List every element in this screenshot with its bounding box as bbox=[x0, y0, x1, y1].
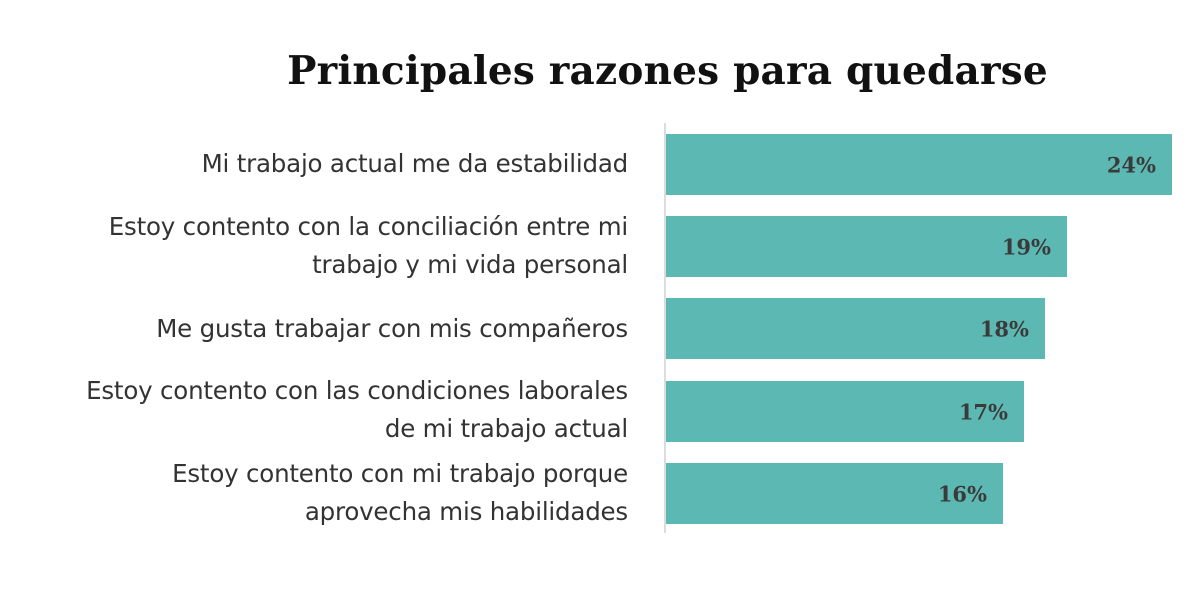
bar-label-1: Mi trabajo actual me da estabilidad bbox=[0, 145, 629, 183]
bar-3: 18% bbox=[666, 298, 1045, 359]
bar-value-label: 19% bbox=[1001, 234, 1051, 259]
bar-value-label: 24% bbox=[1106, 152, 1156, 177]
bar-label-line: trabajo y mi vida personal bbox=[312, 250, 628, 279]
chart-title: Principales razones para quedarse bbox=[287, 48, 1048, 94]
bar-label-line: Estoy contento con las condiciones labor… bbox=[86, 376, 628, 405]
bar-label-line: Mi trabajo actual me da estabilidad bbox=[201, 149, 629, 178]
bar-label-line: Estoy contento con la conciliación entre… bbox=[108, 212, 628, 241]
bar-label-3: Me gusta trabajar con mis compañeros bbox=[0, 310, 628, 348]
category-axis-line bbox=[664, 123, 666, 533]
bar-label-line: de mi trabajo actual bbox=[384, 414, 628, 443]
bar-4: 17% bbox=[666, 381, 1024, 442]
bar-value-label: 17% bbox=[958, 399, 1008, 424]
bar-value-label: 18% bbox=[979, 316, 1029, 341]
bar-label-line: Me gusta trabajar con mis compañeros bbox=[156, 314, 628, 343]
bar-5: 16% bbox=[666, 463, 1003, 524]
bar-1: 24% bbox=[666, 134, 1172, 195]
bar-label-5: Estoy contento con mi trabajo porque apr… bbox=[0, 455, 628, 531]
bar-2: 19% bbox=[666, 216, 1067, 277]
bar-label-line: Estoy contento con mi trabajo porque bbox=[172, 459, 628, 488]
bar-label-4: Estoy contento con las condiciones labor… bbox=[0, 372, 628, 448]
bar-label-2: Estoy contento con la conciliación entre… bbox=[0, 208, 628, 284]
bar-label-line: aprovecha mis habilidades bbox=[304, 497, 628, 526]
bar-value-label: 16% bbox=[937, 481, 987, 506]
